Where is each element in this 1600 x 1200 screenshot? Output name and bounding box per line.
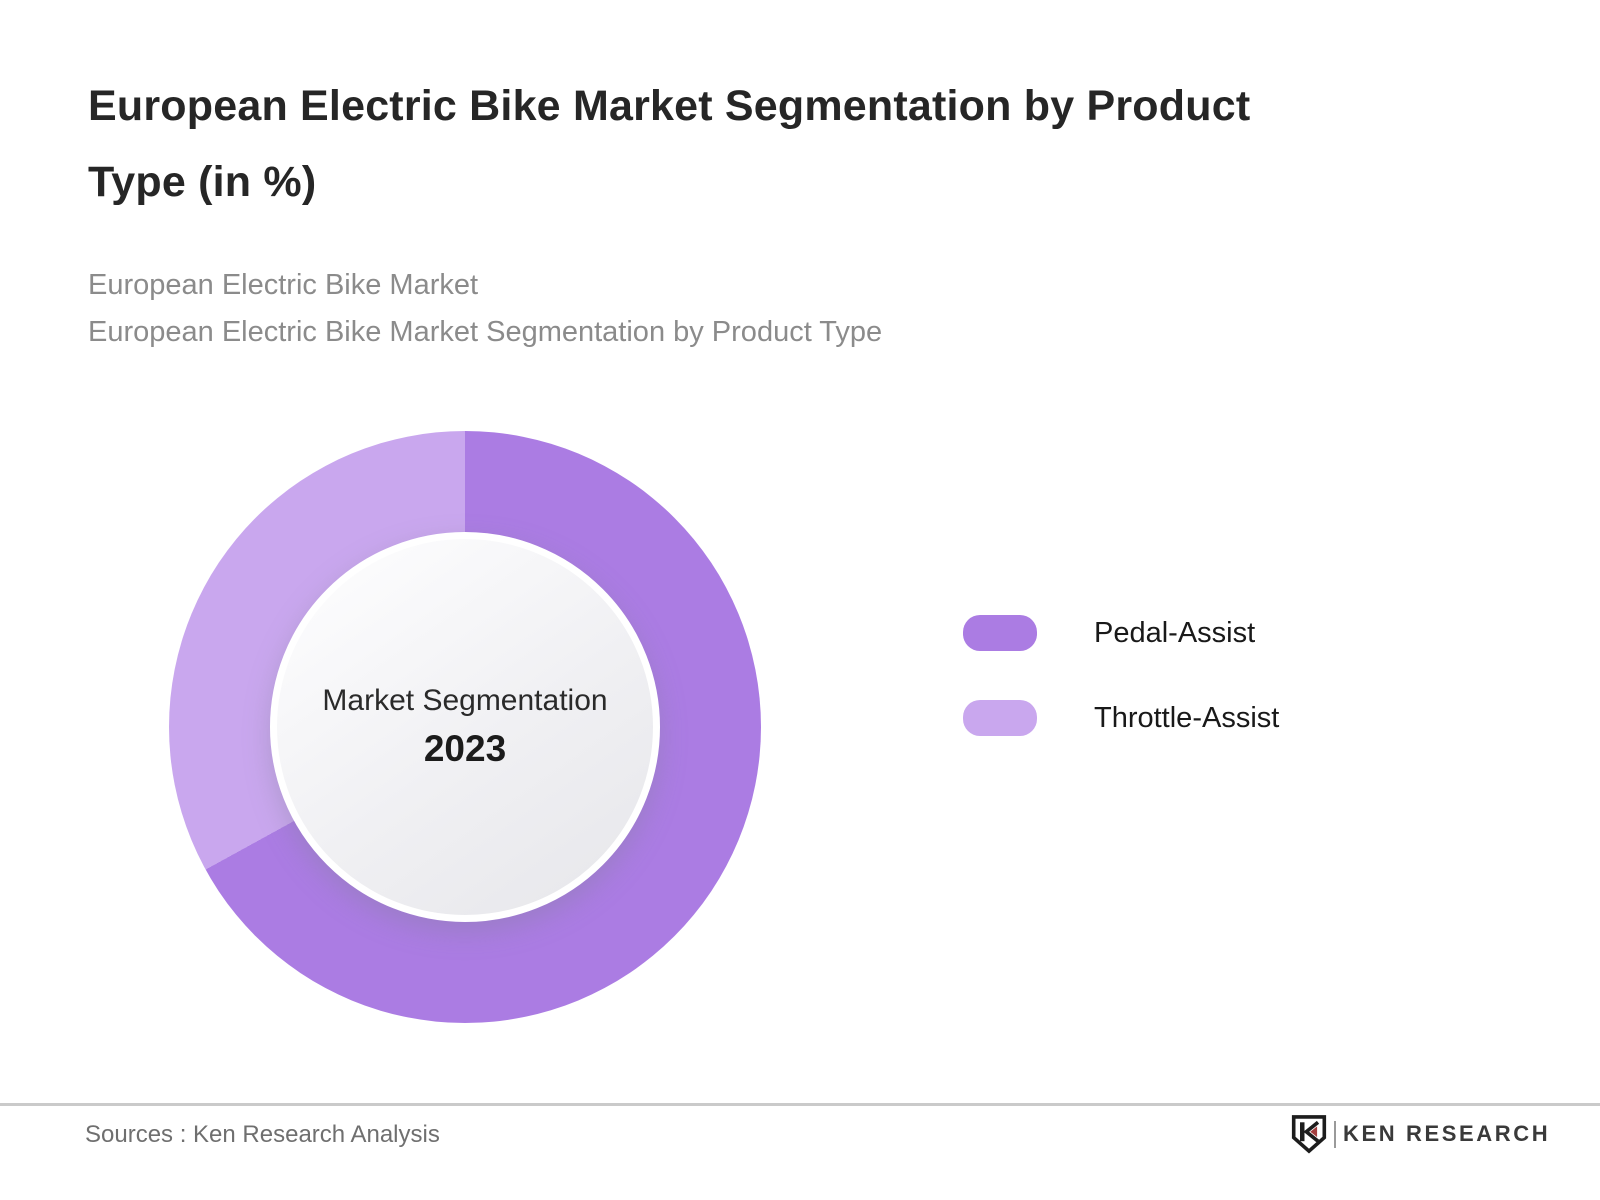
footer-divider: [0, 1103, 1600, 1106]
donut-center: Market Segmentation 2023: [270, 532, 660, 922]
page-title-line1: European Electric Bike Market Segmentati…: [88, 82, 1251, 130]
chart-subtitle-line2: European Electric Bike Market Segmentati…: [88, 316, 883, 348]
page-title-line2: Type (in %): [88, 158, 317, 206]
legend-swatch-pedal-assist: [963, 615, 1037, 651]
donut-chart: Market Segmentation 2023: [169, 431, 761, 1023]
legend-label-throttle-assist: Throttle-Assist: [1094, 701, 1280, 734]
ken-research-shield-icon: [1291, 1115, 1327, 1154]
legend-label-pedal-assist: Pedal-Assist: [1094, 616, 1256, 649]
chart-subtitle-line1: European Electric Bike Market: [88, 269, 479, 301]
page-title: European Electric Bike Market Segmentati…: [88, 68, 1518, 220]
donut-center-year: 2023: [423, 728, 507, 769]
legend-item-throttle-assist: Throttle-Assist: [963, 700, 1279, 736]
logo-wordmark: KEN RESEARCH: [1343, 1121, 1551, 1146]
logo-separator: [1334, 1120, 1336, 1148]
source-text: Sources : Ken Research Analysis: [85, 1121, 440, 1148]
donut-center-label: Market Segmentation: [322, 684, 608, 717]
chart-subtitle: European Electric Bike Market European E…: [88, 262, 882, 356]
ken-research-logo: KEN RESEARCH: [1291, 1114, 1550, 1154]
legend-item-pedal-assist: Pedal-Assist: [963, 615, 1279, 651]
legend-swatch-throttle-assist: [963, 700, 1037, 736]
legend: Pedal-Assist Throttle-Assist: [963, 615, 1279, 736]
